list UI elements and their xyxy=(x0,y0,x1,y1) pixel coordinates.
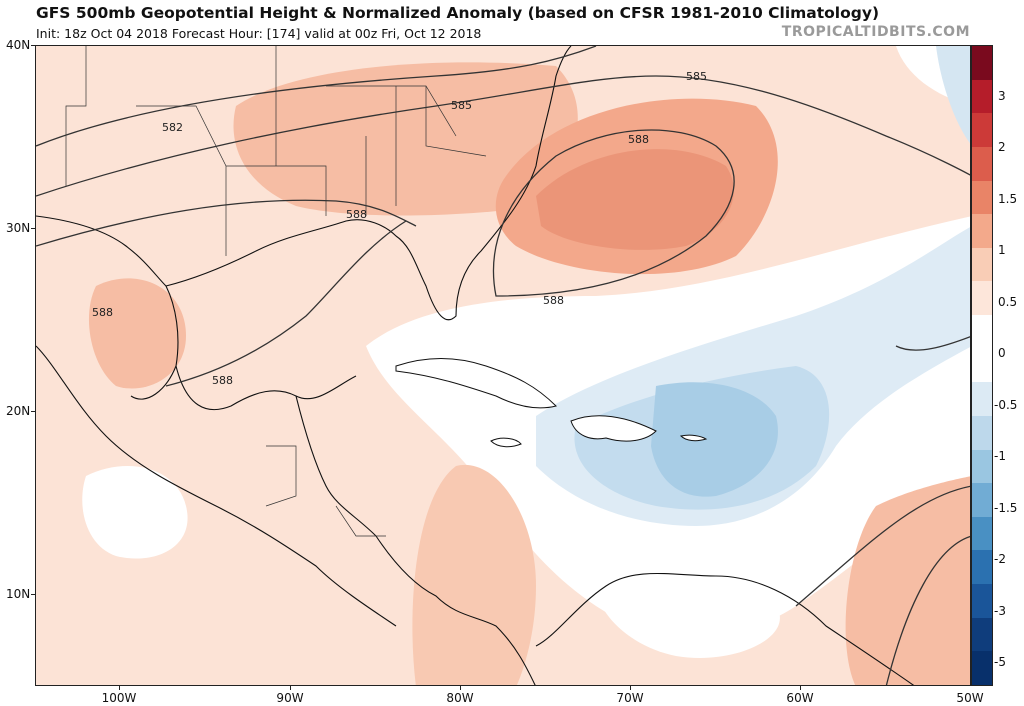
lat-tick xyxy=(31,594,35,595)
contour-588-north xyxy=(36,199,417,247)
strongest-negative-anomaly xyxy=(651,382,778,497)
contour-label: 582 xyxy=(162,121,183,134)
hispaniola xyxy=(570,415,657,442)
lat-tick xyxy=(31,228,35,229)
colorbar-label: 3 xyxy=(998,89,1006,103)
colorbar-label: 0 xyxy=(998,346,1006,360)
contour-585 xyxy=(36,75,970,197)
lon-label-100w: 100W xyxy=(101,691,137,705)
caribbean-islands xyxy=(395,358,708,448)
colorbar-swatch xyxy=(972,382,992,416)
colorbar-label: -3 xyxy=(994,604,1006,618)
colorbar-swatch xyxy=(972,315,992,349)
contour-label: 588 xyxy=(628,133,649,146)
lat-label-40n: 40N xyxy=(6,38,31,52)
colorbar-swatch xyxy=(972,46,992,80)
contour-588-gulf xyxy=(165,220,407,387)
anomaly-map: 585 585 582 588 588 588 588 588 xyxy=(35,45,971,686)
colorbar-swatch xyxy=(972,617,992,652)
contour-588-southeast xyxy=(885,536,970,685)
contour-label: 588 xyxy=(212,374,233,387)
contour-588-east xyxy=(895,336,970,351)
colorbar-label: 2 xyxy=(998,140,1006,154)
colorbar-swatch xyxy=(972,180,992,215)
negative-anomaly-ne-corner xyxy=(936,46,970,144)
colorbar-swatch xyxy=(972,584,992,618)
lat-label-30n: 30N xyxy=(6,221,31,235)
lon-tick xyxy=(630,686,631,690)
colorbar-swatch xyxy=(972,247,992,282)
height-contours xyxy=(36,46,970,685)
colorbar-label: 0.5 xyxy=(998,295,1018,309)
colorbar-swatch xyxy=(972,449,992,484)
contour-label: 588 xyxy=(346,208,367,221)
colorbar-label: -1 xyxy=(994,449,1006,463)
contour-label-group: 585 585 582 588 588 588 588 588 xyxy=(92,70,707,387)
contour-label: 588 xyxy=(92,306,113,319)
lon-label-50w: 50W xyxy=(956,691,984,705)
contour-582 xyxy=(36,46,597,147)
jamaica xyxy=(490,437,522,448)
positive-anomaly-mexico xyxy=(88,278,186,389)
lon-label-60w: 60W xyxy=(786,691,814,705)
strong-positive-anomaly-atlantic xyxy=(536,149,734,250)
colorbar-label: -5 xyxy=(994,655,1006,669)
colorbar-swatch xyxy=(972,281,992,315)
puerto-rico xyxy=(679,434,708,442)
map-canvas: 585 585 582 588 588 588 588 588 xyxy=(36,46,970,685)
neutral-anomaly-region-pacific xyxy=(82,466,188,559)
lon-label-80w: 80W xyxy=(446,691,474,705)
colorbar-label: 1.5 xyxy=(998,192,1018,206)
colorbar-swatch xyxy=(972,113,992,147)
contour-label: 588 xyxy=(543,294,564,307)
lat-label-10n: 10N xyxy=(6,587,31,601)
lat-label-20n: 20N xyxy=(6,404,31,418)
coastlines xyxy=(36,46,915,685)
colorbar-label: -0.5 xyxy=(994,398,1018,412)
colorbar-swatch xyxy=(972,516,992,551)
lat-tick xyxy=(31,411,35,412)
positive-anomaly-western-caribbean xyxy=(412,464,536,685)
lon-label-70w: 70W xyxy=(616,691,644,705)
colorbar-swatch xyxy=(972,651,992,685)
source-credit[interactable]: TROPICALTIDBITS.COM xyxy=(781,24,970,40)
contour-588-south xyxy=(795,485,970,607)
colorbar-swatch xyxy=(972,550,992,584)
colorbar-swatch xyxy=(972,415,992,450)
political-borders xyxy=(65,46,487,537)
colorbar-swatch xyxy=(972,79,992,114)
page-title: GFS 500mb Geopotential Height & Normaliz… xyxy=(36,4,880,22)
colorbar-label: -2 xyxy=(994,552,1006,566)
forecast-info: Init: 18z Oct 04 2018 Forecast Hour: [17… xyxy=(36,26,482,41)
neutral-anomaly-region-venezuela xyxy=(594,562,780,658)
positive-anomaly-south-atlantic xyxy=(845,476,970,685)
lon-tick xyxy=(119,686,120,690)
colorbar-swatch xyxy=(972,214,992,248)
contour-588-atlantic xyxy=(492,129,735,297)
lon-tick xyxy=(290,686,291,690)
contour-label: 585 xyxy=(686,70,707,83)
lon-tick xyxy=(800,686,801,690)
contour-label: 585 xyxy=(451,99,472,112)
cuba xyxy=(395,358,557,409)
colorbar-swatch xyxy=(972,348,992,383)
colorbar-swatch xyxy=(972,483,992,517)
colorbar-swatch xyxy=(972,146,992,181)
lon-label-90w: 90W xyxy=(276,691,304,705)
colorbar-label: 1 xyxy=(998,243,1006,257)
anomaly-colorbar xyxy=(971,45,993,686)
positive-anomaly-se-us xyxy=(233,62,578,216)
lon-tick xyxy=(460,686,461,690)
colorbar-label: -1.5 xyxy=(994,501,1018,515)
lat-tick xyxy=(31,45,35,46)
